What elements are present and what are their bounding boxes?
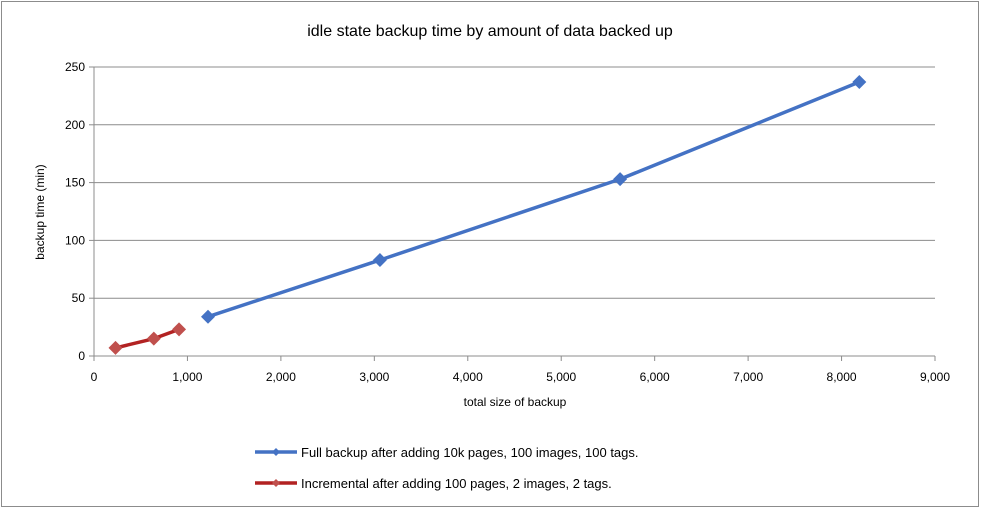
data-point xyxy=(172,322,187,337)
legend-marker xyxy=(272,479,280,487)
y-tick-label: 0 xyxy=(78,349,85,363)
grid-lines xyxy=(94,66,935,299)
chart-title: idle state backup time by amount of data… xyxy=(307,23,673,40)
legend-marker xyxy=(272,448,280,456)
series-group xyxy=(108,75,867,355)
x-tick-label: 0 xyxy=(91,370,98,384)
series-line-1 xyxy=(207,80,860,319)
x-tick-label: 1,000 xyxy=(172,370,202,384)
x-tick-label: 5,000 xyxy=(546,370,576,384)
y-axis-title: backup time (min) xyxy=(33,164,47,259)
y-tick-label: 50 xyxy=(72,291,86,305)
legend-label: Full backup after adding 10k pages, 100 … xyxy=(301,445,639,460)
y-tick-label: 250 xyxy=(65,60,85,74)
y-tick-labels: 0 50 100 150 200 250 xyxy=(65,60,85,363)
y-tick-label: 100 xyxy=(65,233,85,247)
axes xyxy=(89,66,936,361)
data-point xyxy=(146,331,161,346)
x-tick-label: 3,000 xyxy=(359,370,389,384)
x-tick-label: 9,000 xyxy=(920,370,950,384)
x-tick-label: 2,000 xyxy=(266,370,296,384)
data-point xyxy=(852,75,867,90)
y-tick-label: 200 xyxy=(65,118,85,132)
data-point xyxy=(108,340,123,355)
x-tick-label: 8,000 xyxy=(827,370,857,384)
y-tick-label: 150 xyxy=(65,176,85,190)
legend-label: Incremental after adding 100 pages, 2 im… xyxy=(301,476,612,491)
x-tick-label: 4,000 xyxy=(453,370,483,384)
data-point xyxy=(201,309,216,324)
x-tick-label: 6,000 xyxy=(640,370,670,384)
x-tick-labels: 0 1,000 2,000 3,000 4,000 5,000 6,000 7,000 8,00… xyxy=(91,370,951,384)
x-axis-title: total size of backup xyxy=(464,395,567,409)
data-point xyxy=(372,253,387,268)
data-point xyxy=(613,172,628,187)
legend: Full backup after adding 10k pages, 100 … xyxy=(255,445,639,491)
x-tick-label: 7,000 xyxy=(733,370,763,384)
